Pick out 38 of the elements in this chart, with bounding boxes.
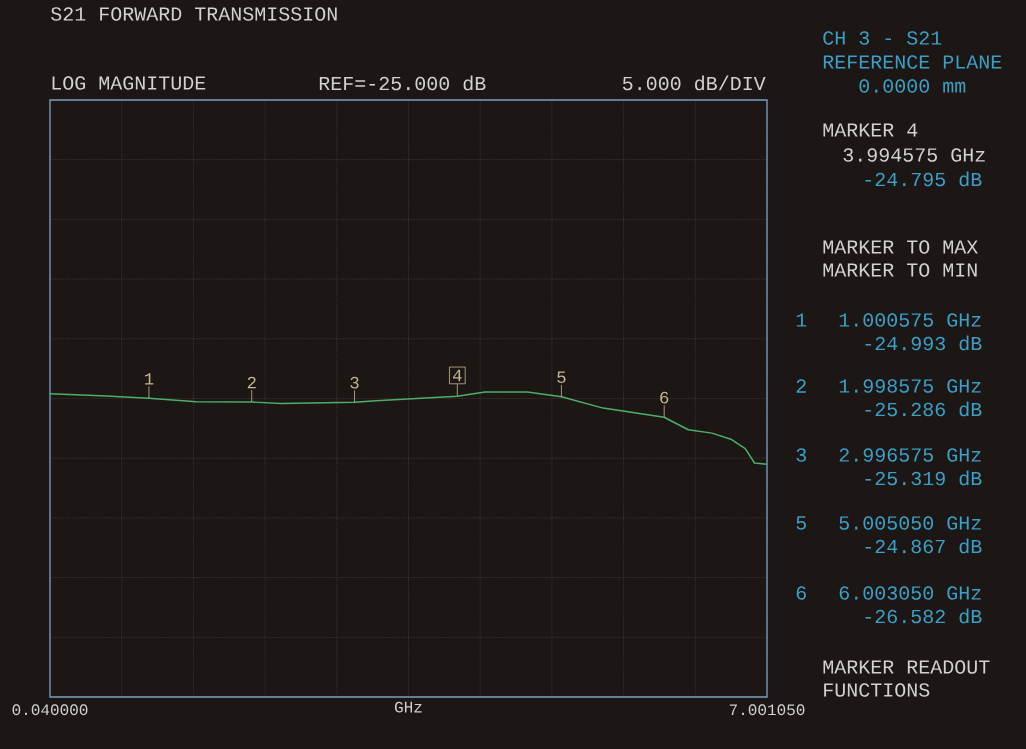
annotation: 5 <box>557 371 566 384</box>
text: 1 <box>796 313 807 327</box>
annotation: 1 <box>145 373 154 385</box>
text: FUNCTIONS <box>824 683 930 697</box>
text: 5.000 dB/DIV <box>622 75 766 91</box>
annotation: 6 <box>660 391 669 404</box>
text: 6.003050 GHz <box>839 586 981 600</box>
annotation: 2 <box>247 376 256 389</box>
annotation: 3 <box>350 376 359 389</box>
text: -24.993 dB <box>865 335 982 351</box>
text: 0.0000 mm <box>859 79 966 93</box>
text: MARKER 4 <box>823 123 918 137</box>
chart-title: S21 FORWARD TRANSMISSION <box>51 7 337 21</box>
text: CH 3 - S21 <box>823 31 942 45</box>
text: 3.994575 GHz <box>843 148 985 162</box>
text: -25.286 dB <box>865 401 982 417</box>
text: -24.867 dB <box>865 538 982 554</box>
text: MARKER TO MIN <box>823 263 977 277</box>
text: -26.582 dB <box>865 608 982 624</box>
x-tick-label: 0.040000 <box>12 704 88 716</box>
text: -25.319 dB <box>865 470 982 486</box>
text: LOG MAGNITUDE <box>52 76 206 90</box>
text: MARKER TO MAX <box>823 240 978 254</box>
x-axis-title: GHz <box>394 701 422 713</box>
text: REFERENCE PLANE <box>823 55 1002 69</box>
text: 2.996575 GHz <box>839 448 981 462</box>
text: 3 <box>796 448 806 462</box>
text: 5 <box>796 516 806 530</box>
text: -24.795 dB <box>865 171 982 187</box>
text: MARKER READOUT <box>823 660 990 674</box>
text: 1.998575 GHz <box>839 379 981 393</box>
text: 1.000575 GHz <box>839 313 981 327</box>
text: 2 <box>796 379 806 393</box>
annotation: 4 <box>453 369 462 382</box>
text: 5.005050 GHz <box>839 516 981 530</box>
x-tick-label: 7.001050 <box>729 704 805 716</box>
text: REF=-25.000 dB <box>319 75 486 91</box>
text: 6 <box>796 586 806 600</box>
